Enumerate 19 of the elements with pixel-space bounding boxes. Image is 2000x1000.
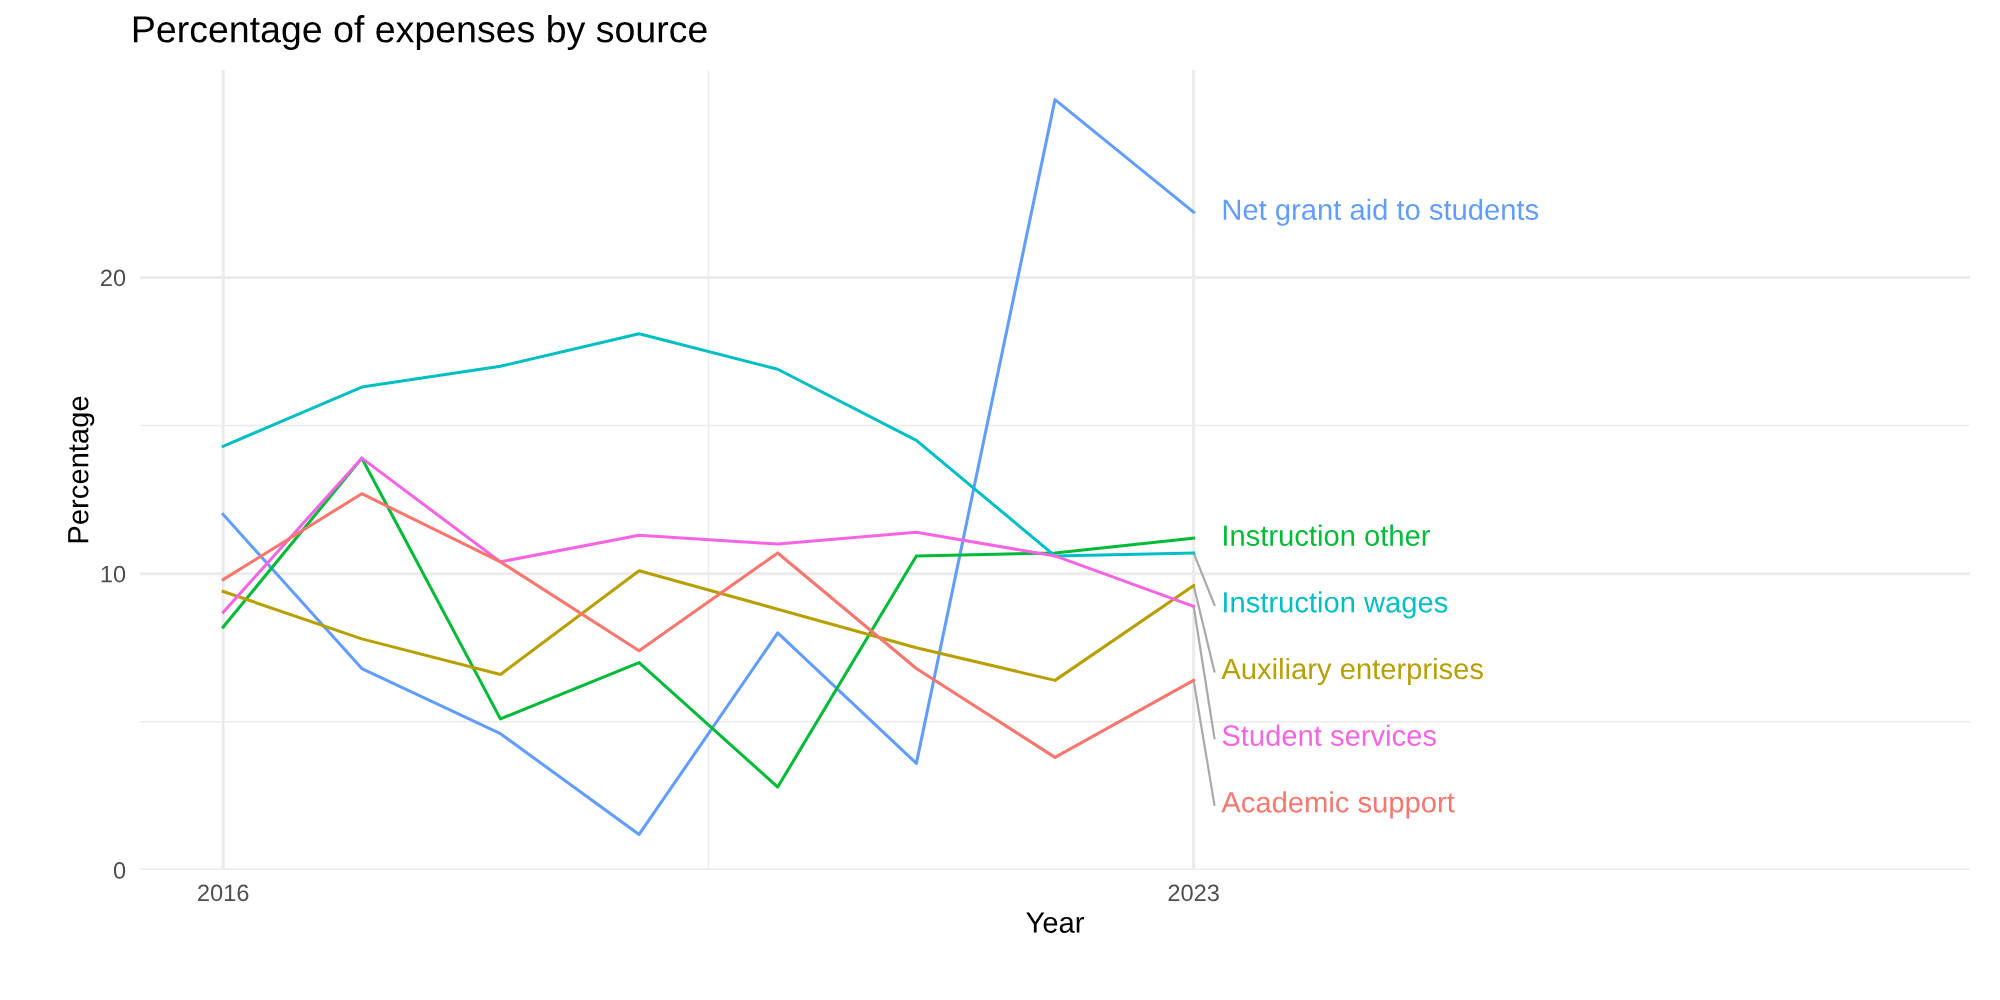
- series-label: Instruction other: [1224, 524, 1431, 546]
- line-series: [221, 569, 1196, 682]
- text: Auxiliary enterprises: [1221, 657, 1483, 686]
- line-series: [221, 492, 1196, 759]
- y-tick-label: 0: [113, 862, 126, 879]
- series-label: Instruction wages: [1224, 591, 1448, 619]
- line-series: [221, 98, 1196, 836]
- y-axis-title: Percentage: [68, 396, 95, 543]
- x-axis-title: Year: [1026, 912, 1084, 933]
- y-tick-label: 20: [101, 269, 126, 287]
- text: Student services: [1222, 724, 1436, 746]
- x-tick-label: 2016: [198, 884, 249, 902]
- chart-title: Percentage of expenses by source: [133, 15, 707, 50]
- x-tick-label: 2023: [1168, 884, 1219, 902]
- series-label: Net grant aid to students: [1223, 198, 1539, 226]
- text: Academic support: [1221, 791, 1455, 819]
- line-series: [221, 332, 1196, 558]
- line-series: [221, 456, 1196, 614]
- y-tick-label: 10: [101, 565, 126, 583]
